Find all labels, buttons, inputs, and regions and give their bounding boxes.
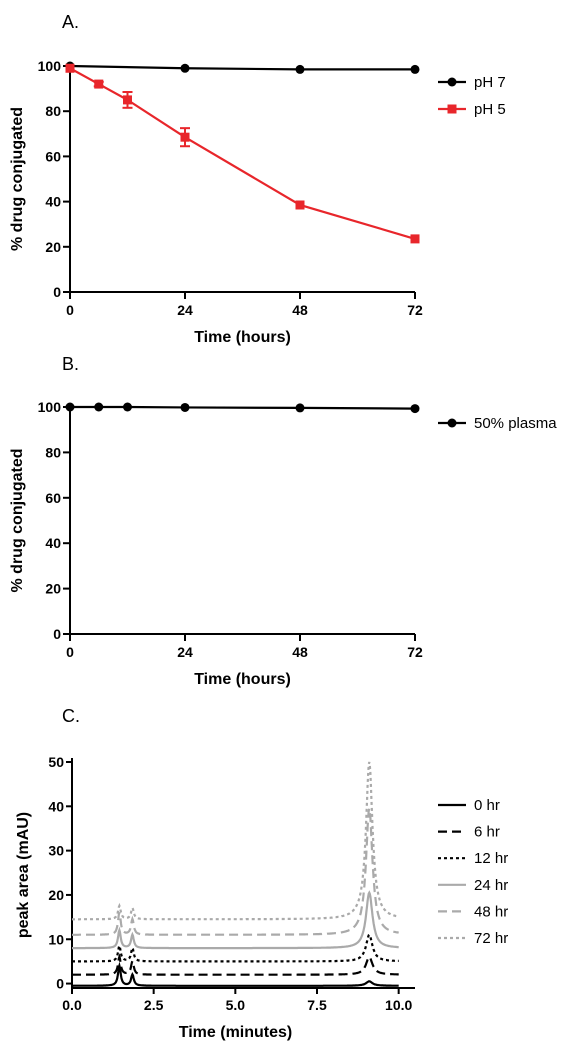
y-tick-label: 0 <box>53 626 61 642</box>
y-tick-label: 100 <box>38 399 62 415</box>
legend-label: 48 hr <box>474 903 508 920</box>
data-point <box>410 64 420 74</box>
legend-label: 0 hr <box>474 797 500 814</box>
y-tick-label: 0 <box>56 976 64 992</box>
legend-label: 50% plasma <box>474 415 557 432</box>
trace-0 <box>72 961 399 987</box>
trace-5 <box>72 761 399 921</box>
chart-panel-2: C. 0 10 20 30 40 50 0.0 2.5 5.0 7.5 10.0 Time (minut… <box>15 706 508 1041</box>
data-point <box>123 402 132 412</box>
x-axis-title: Time (hours) <box>194 329 291 346</box>
legend-label: 6 hr <box>474 824 500 841</box>
y-tick-label: 30 <box>48 843 64 859</box>
legend-item: 50% plasma <box>438 415 557 432</box>
y-axis-title: % drug conjugated <box>9 107 26 251</box>
x-tick-label: 10.0 <box>385 997 412 1013</box>
y-tick-label: 20 <box>45 581 61 597</box>
panel-label: C. <box>62 706 80 726</box>
y-tick-label: 40 <box>45 194 61 210</box>
legend-label: pH 7 <box>474 74 506 91</box>
x-tick-label: 0.0 <box>62 997 82 1013</box>
data-point <box>65 402 75 412</box>
y-tick-label: 10 <box>48 931 64 947</box>
legend-item: pH 7 <box>438 74 506 91</box>
y-tick-label: 40 <box>48 798 64 814</box>
panel-label: A. <box>62 12 79 32</box>
legend-item: 72 hr <box>438 930 508 947</box>
legend-item: 12 hr <box>438 850 508 867</box>
legend-item: pH 5 <box>438 101 506 118</box>
data-point <box>94 79 104 89</box>
y-tick-label: 0 <box>53 284 61 300</box>
y-tick-label: 60 <box>45 490 61 506</box>
legend-item: 24 hr <box>438 877 508 894</box>
legend-marker <box>447 77 457 87</box>
trace-1 <box>72 953 399 976</box>
data-point <box>410 404 420 414</box>
legend-label: pH 5 <box>474 101 506 118</box>
x-axis-title: Time (hours) <box>194 671 291 688</box>
series-0 <box>65 402 420 414</box>
trace-4 <box>72 808 399 936</box>
legend-label: 72 hr <box>474 930 508 947</box>
legend-marker <box>447 418 457 428</box>
x-tick-label: 72 <box>407 302 423 318</box>
series-1 <box>65 63 420 244</box>
y-tick-label: 100 <box>38 58 62 74</box>
data-point <box>295 64 305 74</box>
x-tick-label: 48 <box>292 302 308 318</box>
data-point <box>180 132 190 142</box>
y-tick-label: 20 <box>45 239 61 255</box>
x-axis-title: Time (minutes) <box>179 1024 293 1041</box>
data-point <box>123 95 132 105</box>
chart-panel-1: B. 0 20 40 60 80 100 0 24 48 72 Time (hours) % drug … <box>9 354 557 688</box>
data-point <box>295 403 305 413</box>
data-point <box>180 402 190 412</box>
series-0 <box>65 61 420 74</box>
x-tick-label: 0 <box>66 302 74 318</box>
series-line <box>69 64 415 71</box>
y-tick-label: 60 <box>45 148 61 164</box>
x-tick-label: 48 <box>292 644 308 660</box>
trace-2 <box>72 933 399 963</box>
series-line <box>69 67 416 240</box>
panel-label: B. <box>62 354 79 374</box>
legend-label: 24 hr <box>474 877 508 894</box>
data-point <box>295 200 305 210</box>
y-tick-label: 40 <box>45 535 61 551</box>
x-tick-label: 72 <box>407 644 423 660</box>
data-point <box>180 63 190 73</box>
x-tick-label: 7.5 <box>307 997 327 1013</box>
legend-item: 6 hr <box>438 824 500 841</box>
x-tick-label: 24 <box>177 644 193 660</box>
data-point <box>410 234 420 244</box>
y-tick-label: 50 <box>48 754 64 770</box>
y-axis-title: peak area (mAU) <box>15 812 32 938</box>
legend-label: 12 hr <box>474 850 508 867</box>
y-tick-label: 80 <box>45 103 61 119</box>
legend-item: 48 hr <box>438 903 508 920</box>
x-tick-label: 0 <box>66 644 74 660</box>
legend-marker <box>447 104 457 114</box>
y-axis-title: % drug conjugated <box>9 449 26 593</box>
x-tick-label: 2.5 <box>144 997 164 1013</box>
y-tick-label: 80 <box>45 444 61 460</box>
data-point <box>94 402 104 412</box>
trace-3 <box>72 890 399 950</box>
series-line <box>70 405 416 410</box>
y-tick-label: 20 <box>48 887 64 903</box>
chart-panel-0: A. 0 20 40 60 80 100 0 24 48 72 Time (hours) % drug … <box>9 12 506 346</box>
data-point <box>65 63 75 73</box>
x-tick-label: 24 <box>177 302 193 318</box>
x-tick-label: 5.0 <box>226 997 246 1013</box>
legend-item: 0 hr <box>438 797 500 814</box>
